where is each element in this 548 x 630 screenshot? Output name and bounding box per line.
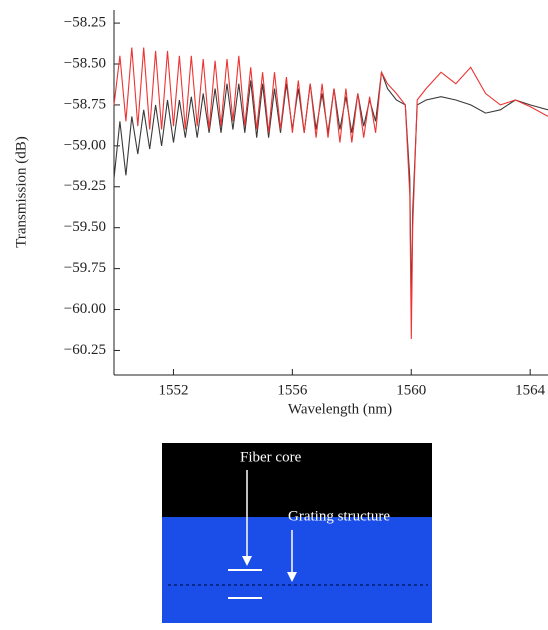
series-line [113,47,548,340]
y-tick-label: −58.75 [64,96,106,112]
image-label: Fiber core [240,449,302,465]
y-tick-label: −60.00 [64,301,106,317]
y-tick-label: −59.25 [64,178,106,194]
y-tick-label: −60.25 [64,342,106,358]
micrograph: Fiber core Grating structure [162,443,432,623]
y-tick-label: −58.50 [64,55,106,71]
series-line [113,72,548,310]
x-tick-label: 1552 [158,382,188,398]
y-tick-label: −59.50 [64,219,106,235]
y-tick-label: −59.75 [64,260,106,276]
x-tick-label: 1560 [396,382,426,398]
y-tick-label: −59.00 [64,137,106,153]
x-tick-label: 1564 [515,382,546,398]
arrow-head [242,556,252,566]
x-axis-label: Wavelength (nm) [288,401,392,417]
image-blue-region [162,517,432,623]
image-dark-region [162,443,432,518]
x-tick-label: 1556 [277,382,308,398]
arrow-head [287,572,297,582]
y-axis-label: Transmission (dB) [13,136,29,248]
image-label: Grating structure [288,508,390,524]
y-tick-label: −58.25 [64,15,106,31]
